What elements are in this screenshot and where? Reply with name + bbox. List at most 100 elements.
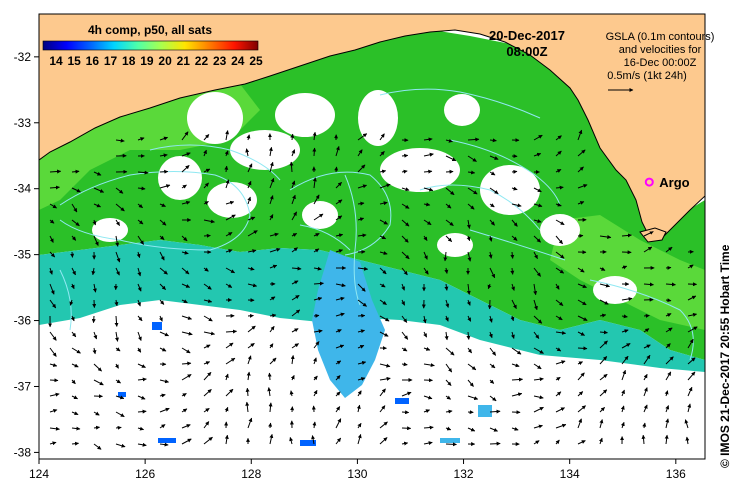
velocity-arrow [423,425,434,430]
velocity-arrow [313,213,324,221]
velocity-arrow [555,439,560,445]
velocity-arrow [181,235,188,242]
velocity-arrow [599,389,608,397]
velocity-arrow [379,421,388,429]
velocity-arrow [445,187,455,196]
velocity-arrow [444,331,449,341]
velocity-arrow [203,389,212,397]
velocity-arrow [269,313,277,318]
gsla-contours [59,88,694,361]
velocity-arrow [49,347,57,357]
velocity-arrow [159,267,168,275]
velocity-arrow [203,421,210,429]
velocity-arrow [423,202,431,207]
velocity-arrow [291,232,298,237]
velocity-arrow [401,362,408,367]
velocity-arrow [224,373,229,381]
velocity-arrow [247,266,255,271]
velocity-arrow [664,390,669,397]
velocity-arrow [467,155,477,162]
velocity-arrow [247,216,256,221]
velocity-arrow [49,235,54,243]
velocity-arrow [357,283,366,292]
velocity-arrow [181,373,192,381]
argo-marker-icon[interactable] [644,177,654,187]
velocity-arrow [445,203,452,209]
velocity-arrow [181,250,189,255]
velocity-arrow [247,180,252,189]
velocity-arrow [621,355,629,365]
velocity-arrow [577,129,583,141]
velocity-arrow [357,390,362,397]
velocity-arrow [665,265,672,270]
velocity-arrow [555,376,561,381]
velocity-arrow [621,296,633,301]
velocity-arrow [533,377,544,382]
velocity-arrow [621,233,632,238]
velocity-arrow [49,251,56,258]
velocity-arrow [357,344,365,349]
x-tick-label: 126 [135,467,155,481]
velocity-arrow [159,283,166,290]
velocity-arrow [159,235,165,240]
velocity-arrow [379,376,391,381]
velocity-arrow [599,437,603,445]
velocity-arrow [159,379,169,384]
velocity-arrow [379,219,388,225]
velocity-arrow [137,170,149,175]
velocity-arrow [49,408,58,413]
velocity-arrow [642,422,647,429]
velocity-arrow [643,282,654,287]
y-tick-label: -38 [14,445,32,459]
velocity-arrow [555,360,566,365]
velocity-arrow [93,203,101,208]
velocity-arrow [423,137,433,142]
velocity-arrow [401,267,408,276]
sst-speck [118,392,126,397]
velocity-arrow [533,283,538,296]
velocity-arrow [555,135,562,141]
velocity-arrow [115,251,121,263]
velocity-arrow [225,179,230,189]
velocity-arrow [379,183,391,189]
velocity-arrow [335,391,341,397]
velocity-arrow [488,251,493,259]
velocity-arrow [92,283,97,293]
velocity-arrow [291,194,296,205]
velocity-arrow [70,283,75,290]
velocity-arrow [401,251,410,260]
velocity-arrow [269,195,274,205]
velocity-arrow [225,329,237,334]
legend-line4: 0.5m/s (1kt 24h) [607,70,686,82]
velocity-arrow [290,133,295,141]
velocity-arrow [203,344,211,349]
argo-float[interactable]: Argo [644,175,690,190]
velocity-arrow [467,363,477,371]
velocity-arrow [445,409,453,414]
velocity-arrow [466,235,471,242]
velocity-arrow [335,181,342,189]
velocity-arrow [379,201,388,206]
velocity-arrow [489,171,496,176]
velocity-arrow [245,401,250,413]
velocity-arrow [268,422,273,429]
velocity-arrow [181,165,190,173]
velocity-arrow [70,251,75,258]
velocity-arrow [290,355,295,365]
velocity-arrow [289,437,294,445]
velocity-arrow [137,267,142,277]
velocity-arrow [555,267,565,274]
velocity-arrow [401,410,410,415]
velocity-arrow [665,246,673,253]
velocity-arrow [445,169,454,174]
velocity-arrow [69,299,74,306]
velocity-arrow [267,372,272,381]
velocity-arrow [379,405,386,413]
velocity-arrow [577,299,587,306]
velocity-arrow [49,331,57,341]
colorbar-title: 4h comp, p50, all sats [88,23,212,37]
velocity-arrow [269,177,275,189]
velocity-arrow [444,283,449,291]
velocity-arrow [379,388,386,397]
velocity-arrow [488,315,493,323]
